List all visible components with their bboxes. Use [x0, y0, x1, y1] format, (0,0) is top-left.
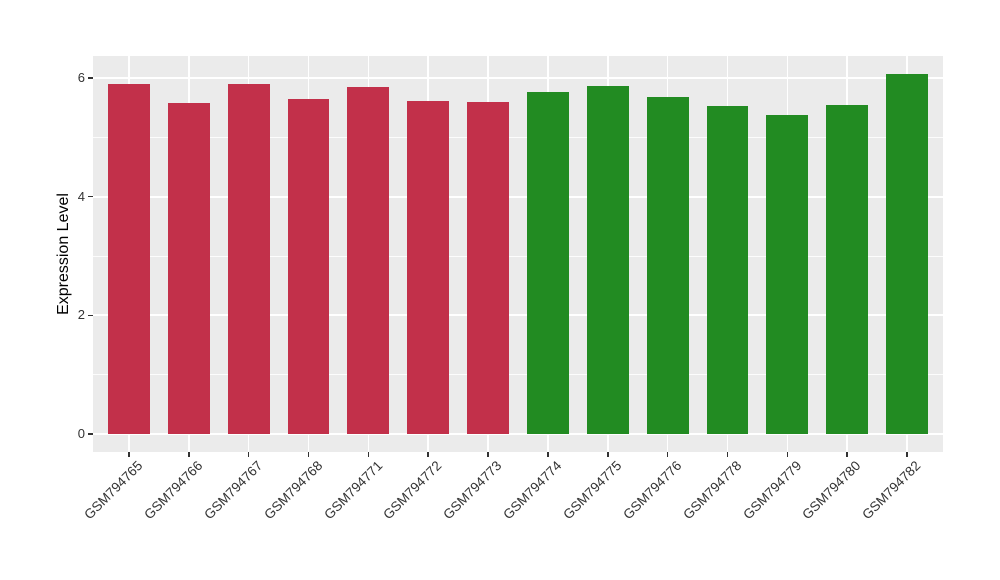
y-tick-label-4: 4	[77, 188, 85, 204]
x-tick-mark-GSM794780	[846, 452, 848, 457]
x-tick-mark-GSM794774	[547, 452, 549, 457]
gridline-major-y2	[93, 314, 943, 317]
bar-GSM794774	[526, 91, 569, 435]
x-tick-mark-GSM794766	[188, 452, 190, 457]
x-tick-mark-GSM794778	[726, 452, 729, 457]
x-tick-label-GSM794775: GSM794775	[560, 458, 625, 523]
x-tick-label-GSM794774: GSM794774	[500, 458, 565, 523]
y-tick-label-2: 2	[77, 307, 85, 323]
x-tick-mark-GSM794767	[247, 452, 250, 457]
x-tick-mark-GSM794772	[427, 452, 429, 457]
gridline-major-y6	[93, 76, 943, 79]
bar-GSM794775	[586, 85, 629, 435]
y-tick-label-6: 6	[77, 69, 85, 85]
bar-GSM794773	[467, 101, 509, 435]
y-tick-mark-2	[88, 314, 93, 317]
gridline-minor-y5	[93, 136, 943, 138]
x-tick-label-GSM794766: GSM794766	[141, 458, 206, 523]
x-tick-label-GSM794772: GSM794772	[380, 458, 445, 523]
y-tick-mark-4	[88, 195, 93, 198]
x-tick-mark-GSM794775	[607, 452, 609, 457]
gridline-major-y0	[93, 433, 943, 436]
x-tick-mark-GSM794768	[307, 452, 310, 457]
plot-panel	[93, 56, 943, 452]
x-tick-label-GSM794767: GSM794767	[201, 458, 266, 523]
bar-GSM794778	[706, 105, 749, 435]
y-tick-label-0: 0	[77, 426, 85, 442]
x-tick-mark-GSM794779	[786, 452, 789, 457]
y-tick-mark-6	[88, 77, 93, 79]
x-tick-label-GSM794780: GSM794780	[799, 458, 864, 523]
x-tick-label-GSM794778: GSM794778	[679, 458, 745, 523]
x-tick-mark-GSM794765	[128, 452, 130, 457]
gridline-minor-y1	[93, 374, 943, 376]
x-tick-mark-GSM794776	[666, 452, 669, 457]
x-tick-label-GSM794771: GSM794771	[320, 458, 385, 523]
bar-GSM794782	[886, 73, 929, 435]
x-tick-label-GSM794773: GSM794773	[440, 458, 505, 523]
x-tick-label-GSM794782: GSM794782	[859, 458, 924, 523]
bar-GSM794779	[766, 114, 809, 435]
x-tick-label-GSM794768: GSM794768	[260, 458, 326, 523]
bar-GSM794768	[287, 98, 330, 435]
gridline-major-y4	[93, 195, 943, 198]
bar-GSM794780	[826, 105, 869, 435]
x-tick-label-GSM794765: GSM794765	[81, 458, 146, 523]
bar-GSM794766	[167, 102, 210, 435]
x-tick-label-GSM794779: GSM794779	[739, 458, 804, 523]
x-tick-mark-GSM794771	[367, 452, 370, 457]
y-tick-mark-0	[88, 433, 93, 435]
gridline-minor-y3	[93, 255, 943, 257]
x-tick-mark-GSM794773	[487, 452, 489, 457]
bar-GSM794765	[107, 83, 150, 435]
bar-GSM794776	[646, 96, 689, 435]
bar-GSM794771	[347, 87, 390, 435]
x-tick-label-GSM794776: GSM794776	[620, 458, 685, 523]
bar-GSM794767	[227, 83, 270, 435]
x-tick-mark-GSM794782	[906, 452, 908, 457]
y-axis-title: Expression Level	[55, 193, 72, 315]
bar-GSM794772	[407, 100, 450, 435]
